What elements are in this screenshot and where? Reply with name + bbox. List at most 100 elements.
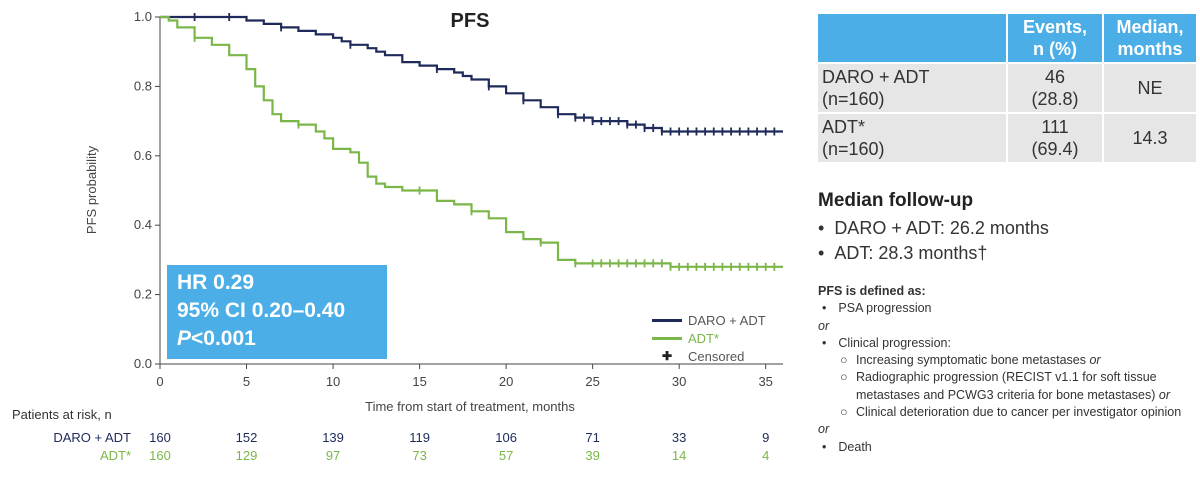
x-tick-label: 35 xyxy=(758,374,772,389)
legend-label-censored: Censored xyxy=(688,348,745,364)
series-line-0 xyxy=(160,15,783,133)
y-tick-label: 1.0 xyxy=(134,9,152,24)
x-tick-label: 20 xyxy=(499,374,513,389)
stats-arm-n: (n=160) xyxy=(822,89,885,109)
risk-value: 160 xyxy=(149,448,171,463)
series-layer xyxy=(160,13,783,271)
x-axis-ticks: 0 5 10 15 20 25 30 35 xyxy=(156,364,773,389)
p-symbol: P xyxy=(177,327,192,350)
legend-label-adt: ADT* xyxy=(688,330,720,346)
sub1-or: or xyxy=(1089,353,1101,368)
stats-median: NE xyxy=(1102,62,1198,114)
followup-item-adt: ADT: 28.3 months† xyxy=(818,241,1188,266)
chart-legend: DARO + ADT ADT* ✚ Censored xyxy=(652,311,766,365)
y-axis-title: PFS probability xyxy=(84,145,99,234)
x-tick-label: 15 xyxy=(412,374,426,389)
definition-sub-text: Radiographic progression (RECIST v1.1 fo… xyxy=(856,369,1188,404)
sub2-or: or xyxy=(1158,387,1171,402)
km-chart: PFS 0.0 0.2 0.4 0.6 0.8 1.0 0 5 10 15 20 25 30 35 PF… xyxy=(12,9,783,463)
legend-swatch-adt xyxy=(652,336,682,340)
followup-title: Median follow-up xyxy=(818,190,974,211)
risk-value: 97 xyxy=(326,448,340,463)
risk-row-label: ADT* xyxy=(100,448,131,463)
stats-row-adt: ADT* (n=160) 111 (69.4) 14.3 xyxy=(816,112,1198,164)
definition-item-death: Death xyxy=(818,439,1188,456)
x-tick-label: 5 xyxy=(243,374,250,389)
definition-or: or xyxy=(818,422,830,437)
stats-events: 46 xyxy=(1044,67,1066,87)
p-value: P<0.001 xyxy=(177,325,387,353)
sub2-text: Radiographic progression (RECIST v1.1 fo… xyxy=(856,370,1157,402)
definition-item-clinical: Clinical progression: xyxy=(818,335,1188,352)
risk-value: 106 xyxy=(495,430,517,445)
definition-or: or xyxy=(818,318,830,333)
risk-value: 139 xyxy=(322,430,344,445)
stats-arm-name: ADT* xyxy=(822,117,866,137)
stats-events: 111 xyxy=(1041,117,1069,137)
definition-sub-text: Increasing symptomatic bone metastases o… xyxy=(856,352,1101,369)
x-tick-label: 25 xyxy=(585,374,599,389)
stats-arm-n: (n=160) xyxy=(822,139,885,159)
risk-value: 152 xyxy=(236,430,258,445)
y-tick-label: 0.8 xyxy=(134,78,152,93)
definition-sub-text: Clinical deterioration due to cancer per… xyxy=(856,405,1182,420)
followup-list: DARO + ADT: 26.2 months ADT: 28.3 months… xyxy=(818,216,1188,266)
risk-value: 39 xyxy=(585,448,599,463)
stats-header-median-line1: Median, xyxy=(1116,17,1184,37)
risk-value: 33 xyxy=(672,430,686,445)
definition-sub-clinical: ○ Clinical deterioration due to cancer p… xyxy=(818,404,1188,421)
legend-label-daro: DARO + ADT xyxy=(688,312,766,328)
definition-title: PFS is defined as: xyxy=(818,284,926,298)
x-tick-label: 10 xyxy=(326,374,340,389)
p-value-text: <0.001 xyxy=(191,327,256,350)
stats-arm-name: DARO + ADT xyxy=(822,67,930,87)
stats-header-arm xyxy=(816,12,1008,64)
circle-bullet-icon: ○ xyxy=(840,353,848,368)
risk-value: 73 xyxy=(412,448,426,463)
risk-value: 4 xyxy=(762,448,769,463)
x-tick-label: 30 xyxy=(672,374,686,389)
circle-bullet-icon: ○ xyxy=(840,370,848,385)
stats-header-row: Events, n (%) Median, months xyxy=(816,12,1198,64)
risk-value: 57 xyxy=(499,448,513,463)
legend-swatch-daro xyxy=(652,318,682,322)
x-axis-title: Time from start of treatment, months xyxy=(365,399,575,414)
legend-item-adt: ADT* xyxy=(652,329,766,347)
stats-header-median: Median, months xyxy=(1102,12,1198,64)
stats-header-events-line1: Events, xyxy=(1022,17,1088,37)
legend-item-censored: ✚ Censored xyxy=(652,347,766,365)
median-followup: Median follow-up DARO + ADT: 26.2 months… xyxy=(818,190,1188,266)
stats-events-pct: (69.4) xyxy=(1031,139,1079,159)
risk-value: 119 xyxy=(409,430,430,445)
followup-item-daro: DARO + ADT: 26.2 months xyxy=(818,216,1188,241)
risk-value: 9 xyxy=(762,430,769,445)
definition-sub-bone: ○ Increasing symptomatic bone metastases… xyxy=(818,352,1188,369)
hazard-ratio: HR 0.29 xyxy=(177,271,255,294)
stats-events-cell: 46 (28.8) xyxy=(1006,62,1104,114)
hazard-ratio-box: HR 0.29 95% CI 0.20–0.40 P<0.001 xyxy=(167,265,387,359)
stats-header-events-line2: n (%) xyxy=(1033,39,1077,59)
stats-median: 14.3 xyxy=(1102,112,1198,164)
series-line-1 xyxy=(160,15,783,268)
risk-table-title: Patients at risk, n xyxy=(12,407,112,422)
pfs-definition: PFS is defined as: PSA progression or Cl… xyxy=(818,283,1188,456)
circle-bullet-icon: ○ xyxy=(840,405,848,420)
stats-header-median-line2: months xyxy=(1117,39,1183,59)
stats-events-pct: (28.8) xyxy=(1031,89,1079,109)
y-tick-label: 0.4 xyxy=(134,217,152,232)
stats-arm-cell: DARO + ADT (n=160) xyxy=(816,62,1008,114)
y-tick-label: 0.0 xyxy=(134,356,152,371)
stats-arm-cell: ADT* (n=160) xyxy=(816,112,1008,164)
y-axis-ticks: 0.0 0.2 0.4 0.6 0.8 1.0 xyxy=(134,9,160,371)
y-tick-label: 0.6 xyxy=(134,148,152,163)
stats-row-daro: DARO + ADT (n=160) 46 (28.8) NE xyxy=(816,62,1198,114)
risk-row-label: DARO + ADT xyxy=(53,430,131,445)
y-tick-label: 0.2 xyxy=(134,287,152,302)
risk-value: 129 xyxy=(236,448,258,463)
legend-item-daro: DARO + ADT xyxy=(652,311,766,329)
chart-title: PFS xyxy=(451,10,490,32)
confidence-interval: 95% CI 0.20–0.40 xyxy=(177,299,346,322)
sub1-text: Increasing symptomatic bone metastases xyxy=(856,353,1086,368)
stats-table: Events, n (%) Median, months DARO + ADT … xyxy=(816,12,1198,164)
risk-value: 71 xyxy=(585,430,599,445)
